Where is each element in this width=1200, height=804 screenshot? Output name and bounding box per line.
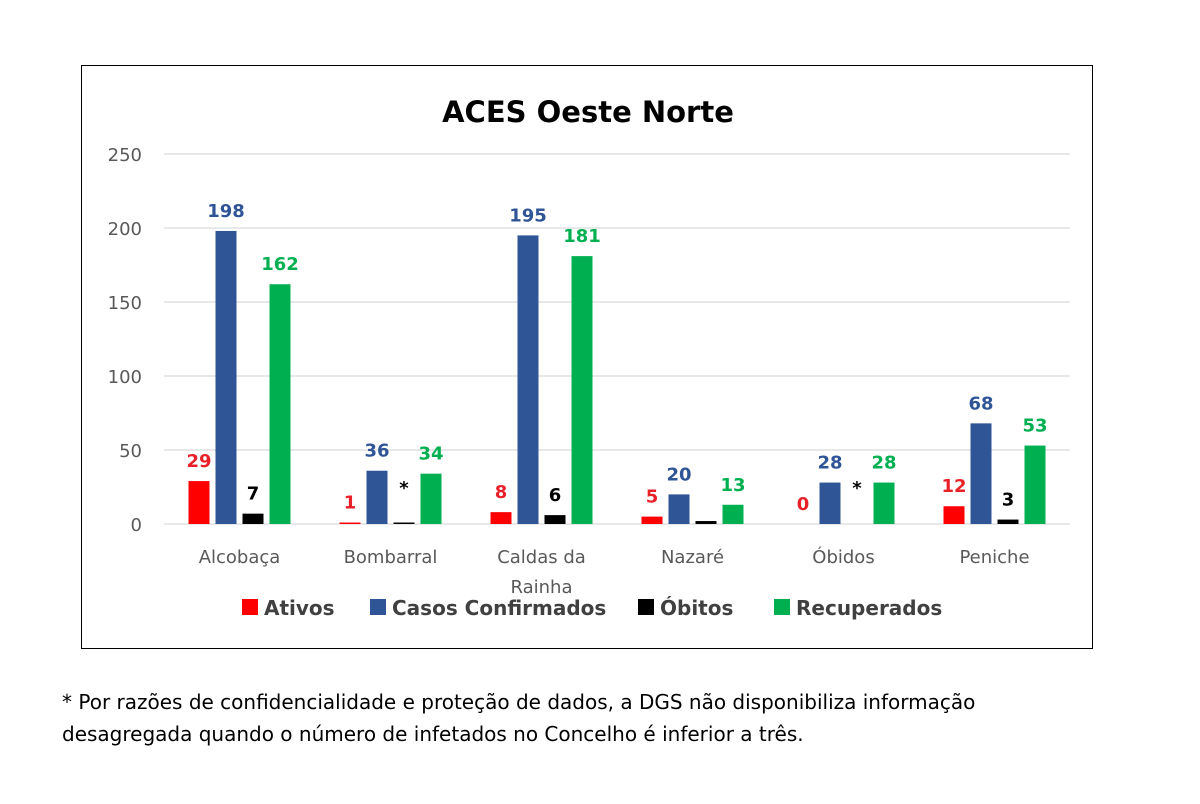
- x-tick-label: Rainha: [511, 577, 573, 598]
- legend-swatch-casos-confirmados: [370, 599, 386, 615]
- bar-obitos: [997, 519, 1019, 524]
- data-label-recuperados: 181: [563, 226, 601, 247]
- bar-casos-confirmados: [215, 230, 237, 524]
- bars: [188, 230, 1046, 524]
- x-tick-label: Alcobaça: [199, 547, 281, 568]
- data-label-casos-confirmados: 20: [666, 464, 691, 485]
- data-label-recuperados: 162: [261, 254, 299, 275]
- bar-recuperados: [571, 256, 593, 524]
- data-label-casos-confirmados: 36: [364, 441, 389, 462]
- bar-casos-confirmados: [970, 423, 992, 524]
- legend-label-recuperados: Recuperados: [796, 596, 942, 620]
- bar-obitos: [695, 521, 717, 524]
- data-label-ativos: 12: [941, 476, 966, 497]
- data-label-obitos: 3: [1002, 490, 1015, 511]
- footnote-line-1: * Por razões de confidencialidade e prot…: [62, 690, 976, 714]
- bar-casos-confirmados: [517, 235, 539, 524]
- y-tick-label: 250: [108, 145, 142, 166]
- data-label-obitos: 7: [247, 484, 260, 505]
- y-axis-ticks: 0 50 100 150 200 250: [108, 145, 142, 536]
- data-label-ativos: 1: [344, 493, 357, 514]
- bar-obitos: [393, 522, 415, 524]
- data-label-casos-confirmados: 195: [509, 205, 547, 226]
- data-label-recuperados: 13: [720, 475, 745, 496]
- bar-casos-confirmados: [366, 470, 388, 524]
- data-label-ativos: 8: [495, 482, 508, 503]
- data-label-recuperados: 28: [871, 453, 896, 474]
- bar-recuperados: [420, 473, 442, 524]
- bar-ativos: [641, 516, 663, 524]
- x-tick-label: Peniche: [959, 547, 1029, 568]
- bar-obitos: [544, 515, 566, 524]
- data-label-ativos: 0: [797, 494, 810, 515]
- bar-recuperados: [722, 504, 744, 524]
- footnote: * Por razões de confidencialidade e prot…: [62, 686, 1162, 750]
- data-label-recuperados: 53: [1022, 416, 1047, 437]
- legend-swatch-obitos: [638, 599, 654, 615]
- x-tick-label: Caldas da: [497, 547, 586, 568]
- bar-ativos: [943, 506, 965, 524]
- grid-lines: [164, 153, 1070, 525]
- data-label-ativos: 5: [646, 487, 659, 508]
- bar-casos-confirmados: [668, 494, 690, 524]
- bar-recuperados: [1024, 445, 1046, 524]
- y-tick-label: 0: [131, 515, 142, 536]
- legend-label-casos-confirmados: Casos Confirmados: [392, 596, 606, 620]
- legend-swatch-recuperados: [774, 599, 790, 615]
- chart-title: ACES Oeste Norte: [442, 95, 734, 129]
- y-tick-label: 150: [108, 293, 142, 314]
- x-tick-label: Bombarral: [344, 547, 438, 568]
- data-label-obitos: *: [852, 478, 862, 499]
- legend-swatch-ativos: [242, 599, 258, 615]
- data-label-obitos: 6: [549, 485, 562, 506]
- legend-label-obitos: Óbitos: [660, 596, 733, 620]
- bar-ativos: [490, 512, 512, 524]
- bar-casos-confirmados: [819, 482, 841, 524]
- bar-ativos: [188, 481, 210, 524]
- legend-label-ativos: Ativos: [264, 596, 335, 620]
- bar-recuperados: [873, 482, 895, 524]
- bar-obitos: [242, 513, 264, 524]
- y-tick-label: 100: [108, 367, 142, 388]
- legend: Ativos Casos Confirmados Óbitos Recuperados: [242, 596, 942, 620]
- x-tick-label: Nazaré: [661, 547, 724, 568]
- data-label-casos-confirmados: 198: [207, 201, 245, 222]
- y-tick-label: 200: [108, 219, 142, 240]
- data-label-obitos: *: [399, 478, 409, 499]
- x-tick-label: Óbidos: [812, 546, 874, 568]
- x-axis-ticks: Alcobaça Bombarral Caldas da Rainha Nazaré Ób…: [199, 546, 1030, 598]
- bar-ativos: [339, 522, 361, 524]
- y-tick-label: 50: [119, 441, 142, 462]
- bar-recuperados: [269, 284, 291, 524]
- data-label-casos-confirmados: 28: [817, 453, 842, 474]
- data-labels: 29 198 7 162 1 36 * 34 8 195 6 181 5 20 13 0 28 * 28 12 68 3 5…: [186, 201, 1047, 515]
- data-label-ativos: 29: [186, 451, 211, 472]
- data-label-casos-confirmados: 68: [968, 393, 993, 414]
- footnote-line-2: desagregada quando o número de infetados…: [62, 722, 804, 746]
- chart-frame: ACES Oeste Norte 0 50 100 150 200 250 29 198 7 1…: [81, 65, 1093, 649]
- data-label-recuperados: 34: [418, 444, 443, 465]
